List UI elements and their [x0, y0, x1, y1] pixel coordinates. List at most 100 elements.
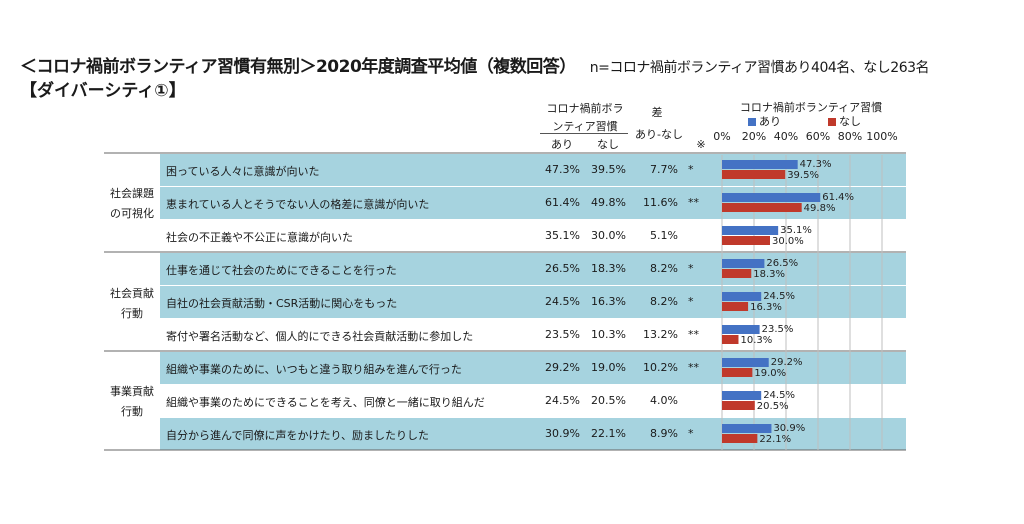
bar-label-ari: 26.5%: [766, 258, 798, 269]
x-tick-label: 80%: [838, 130, 862, 143]
significance-header: ※: [696, 138, 706, 151]
bar-label-ari: 24.5%: [763, 291, 795, 302]
table-row: [160, 352, 906, 385]
nashi-value: 39.5%: [591, 162, 626, 176]
row-label: 仕事を通じて社会のためにできることを行った: [166, 263, 397, 277]
table-row: [160, 286, 906, 319]
nashi-header: なし: [597, 138, 619, 151]
diff-value: 4.0%: [650, 393, 678, 407]
significance-mark: **: [688, 195, 699, 209]
row-label: 組織や事業のためにできることを考え、同僚と一緒に取り組んだ: [166, 395, 485, 409]
bar-label-ari: 61.4%: [822, 192, 854, 203]
habit-header-line1: コロナ禍前ボラ: [546, 102, 624, 115]
bar-nashi: [722, 401, 755, 410]
page-title: ＜コロナ禍前ボランティア習慣有無別＞2020年度調査平均値（複数回答） n=コロナ…: [20, 52, 930, 77]
ari-value: 29.2%: [545, 360, 580, 374]
ari-value: 24.5%: [545, 393, 580, 407]
x-tick-label: 40%: [774, 130, 798, 143]
row-label: 寄付や署名活動など、個人的にできる社会貢献活動に参加した: [166, 329, 474, 343]
bar-label-nashi: 10.3%: [740, 335, 772, 346]
title-text: ＜コロナ禍前ボランティア習慣有無別＞2020年度調査平均値（複数回答）: [20, 57, 576, 77]
x-tick-label: 100%: [866, 130, 897, 143]
nashi-value: 16.3%: [591, 294, 626, 308]
row-label: 組織や事業のために、いつもと違う取り組みを進んで行った: [166, 362, 462, 376]
ari-value: 35.1%: [545, 228, 580, 242]
bar-nashi: [722, 170, 786, 179]
bar-label-nashi: 22.1%: [759, 434, 791, 445]
nashi-value: 30.0%: [591, 228, 626, 242]
significance-mark: **: [688, 360, 699, 374]
bar-ari: [722, 358, 769, 367]
bar-ari: [722, 424, 772, 433]
habit-header-rule: [540, 133, 628, 134]
bar-nashi: [722, 434, 758, 443]
nashi-value: 19.0%: [591, 360, 626, 374]
bar-ari: [722, 160, 798, 169]
diff-header-line1: 差: [651, 106, 663, 119]
ari-value: 26.5%: [545, 261, 580, 275]
diff-value: 7.7%: [650, 162, 678, 176]
legend-nashi-label: なし: [839, 115, 861, 128]
bar-label-nashi: 20.5%: [757, 401, 789, 412]
significance-mark: *: [688, 294, 694, 308]
x-tick-label: 0%: [713, 130, 730, 143]
nashi-value: 20.5%: [591, 393, 626, 407]
row-label: 困っている人々に意識が向いた: [166, 164, 320, 178]
ari-value: 47.3%: [545, 162, 580, 176]
sample-note: n=コロナ禍前ボランティア習慣あり404名、なし263名: [589, 60, 930, 76]
bar-nashi: [722, 302, 749, 311]
table-row: [160, 385, 906, 418]
legend-ari-swatch: [748, 118, 756, 126]
x-tick-label: 60%: [806, 130, 830, 143]
legend-ari-label: あり: [759, 115, 781, 128]
group-label-line2: の可視化: [110, 207, 154, 220]
bar-ari: [722, 193, 821, 202]
diff-value: 5.1%: [650, 228, 678, 242]
bar-label-ari: 47.3%: [800, 159, 832, 170]
row-label: 自分から進んで同僚に声をかけたり、励ましたりした: [166, 428, 430, 442]
legend-nashi: なし: [828, 113, 861, 129]
bar-nashi: [722, 368, 753, 377]
bar-label-nashi: 39.5%: [787, 170, 819, 181]
bar-label-ari: 29.2%: [771, 357, 803, 368]
bar-nashi: [722, 236, 770, 245]
bar-label-ari: 35.1%: [780, 225, 812, 236]
row-label: 恵まれている人とそうでない人の格差に意識が向いた: [166, 197, 430, 211]
bar-nashi: [722, 269, 752, 278]
group-label-business: 事業貢献 行動: [104, 382, 160, 422]
diff-value: 10.2%: [643, 360, 678, 374]
diff-value: 8.2%: [650, 294, 678, 308]
chart-title: コロナ禍前ボランティア習慣: [739, 101, 883, 114]
bar-ari: [722, 226, 779, 235]
ari-value: 24.5%: [545, 294, 580, 308]
nashi-value: 18.3%: [591, 261, 626, 275]
nashi-value: 10.3%: [591, 327, 626, 341]
group-label-line1: 社会貢献: [110, 287, 154, 300]
group-label-social: 社会貢献 行動: [104, 284, 160, 324]
nashi-value: 49.8%: [591, 195, 626, 209]
ari-value: 61.4%: [545, 195, 580, 209]
group-label-line2: 行動: [121, 405, 143, 418]
group-label-visibility: 社会課題 の可視化: [104, 184, 160, 224]
significance-mark: **: [688, 327, 699, 341]
bar-nashi: [722, 335, 739, 344]
diff-header-line2: あり-なし: [635, 128, 683, 141]
ari-value: 30.9%: [545, 426, 580, 440]
table-row: [160, 253, 906, 286]
bar-label-nashi: 16.3%: [750, 302, 782, 313]
ari-header: あり: [551, 138, 573, 151]
nashi-value: 22.1%: [591, 426, 626, 440]
legend-ari: あり: [748, 113, 781, 129]
significance-mark: *: [688, 261, 694, 275]
page-subtitle: 【ダイバーシティ①】: [20, 81, 186, 101]
bar-ari: [722, 292, 762, 301]
bar-label-nashi: 49.8%: [804, 203, 836, 214]
group-label-line1: 社会課題: [110, 187, 154, 200]
row-label: 社会の不正義や不公正に意識が向いた: [166, 230, 353, 244]
habit-header-line2: ンティア習慣: [552, 120, 618, 133]
bar-label-nashi: 30.0%: [772, 236, 804, 247]
group-label-line2: 行動: [121, 307, 143, 320]
x-tick-label: 20%: [742, 130, 766, 143]
significance-mark: *: [688, 162, 694, 176]
